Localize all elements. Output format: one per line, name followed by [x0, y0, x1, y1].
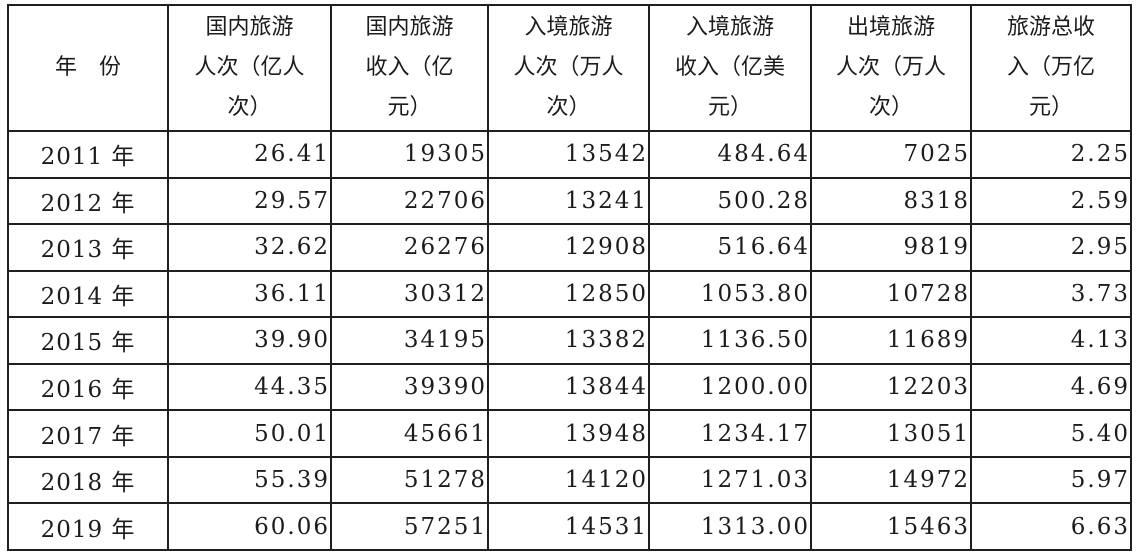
table-cell: 19305	[330, 130, 489, 179]
year-column-header: 年 份	[7, 4, 169, 132]
table-cell: 30312	[330, 269, 489, 319]
table-header-cell: 国内旅游 人次（亿人 次）	[167, 4, 332, 132]
table-cell: 1271.03	[648, 455, 812, 505]
table-cell: 55.39	[167, 455, 332, 505]
table-cell: 50.01	[167, 409, 332, 458]
table-cell: 22706	[330, 176, 489, 226]
table-cell: 15463	[810, 502, 972, 551]
table-row: 2012 年 29.57 22706 13241 500.28 8318 2.59	[7, 176, 1132, 226]
table-header-cell: 入境旅游 收入（亿美 元）	[648, 4, 812, 132]
table-row: 2015 年 39.90 34195 13382 1136.50 11689 4.13	[7, 316, 1132, 365]
table-cell: 5.40	[970, 409, 1132, 458]
table-header-cell: 出境旅游 人次（万人 次）	[810, 4, 972, 132]
table-cell: 32.62	[167, 223, 332, 272]
table-cell: 14120	[487, 455, 650, 505]
table-cell: 13844	[487, 362, 650, 412]
table-row: 2018 年 55.39 51278 14120 1271.03 14972 5.97	[7, 455, 1132, 505]
table-row: 2017 年 50.01 45661 13948 1234.17 13051 5.40	[7, 409, 1132, 458]
table-cell: 12908	[487, 223, 650, 272]
table-cell: 3.73	[970, 269, 1132, 319]
table-cell: 9819	[810, 223, 972, 272]
table-cell: 51278	[330, 455, 489, 505]
table-header-cell: 国内旅游 收入（亿 元）	[330, 4, 489, 132]
table-row: 2016 年 44.35 39390 13844 1200.00 12203 4.69	[7, 362, 1132, 412]
table-cell: 5.97	[970, 455, 1132, 505]
table-cell: 12203	[810, 362, 972, 412]
table-cell: 1136.50	[648, 316, 812, 365]
year-cell: 2016 年	[7, 362, 169, 412]
table-cell: 4.13	[970, 316, 1132, 365]
table-cell: 14531	[487, 502, 650, 551]
table-cell: 1234.17	[648, 409, 812, 458]
table-header-cell: 旅游总收 入（万亿 元）	[970, 4, 1132, 132]
table-cell: 2.95	[970, 223, 1132, 272]
table-header-cell: 入境旅游 人次（万人 次）	[487, 4, 650, 132]
table-row: 2019 年 60.06 57251 14531 1313.00 15463 6.63	[7, 502, 1132, 551]
table-cell: 7025	[810, 130, 972, 179]
table-cell: 1313.00	[648, 502, 812, 551]
table-row: 2014 年 36.11 30312 12850 1053.80 10728 3.73	[7, 269, 1132, 319]
table-cell: 13382	[487, 316, 650, 365]
table-cell: 8318	[810, 176, 972, 226]
table-cell: 1053.80	[648, 269, 812, 319]
table-cell: 2.25	[970, 130, 1132, 179]
table-cell: 14972	[810, 455, 972, 505]
table-cell: 45661	[330, 409, 489, 458]
table-body: 2011 年 26.41 19305 13542 484.64 7025 2.25 2012 …	[7, 130, 1132, 551]
year-cell: 2012 年	[7, 176, 169, 226]
table-cell: 13948	[487, 409, 650, 458]
table-cell: 13542	[487, 130, 650, 179]
tourism-statistics-table: 年 份国内旅游 人次（亿人 次） 国内旅游 收入（亿 元） 入境旅游 人次（万人 次…	[7, 4, 1132, 551]
year-cell: 2015 年	[7, 316, 169, 365]
table-cell: 13241	[487, 176, 650, 226]
table-cell: 6.63	[970, 502, 1132, 551]
table-cell: 26.41	[167, 130, 332, 179]
table-cell: 11689	[810, 316, 972, 365]
table-cell: 36.11	[167, 269, 332, 319]
table-header-row: 年 份国内旅游 人次（亿人 次） 国内旅游 收入（亿 元） 入境旅游 人次（万人 次…	[7, 4, 1132, 132]
year-cell: 2018 年	[7, 455, 169, 505]
table-cell: 29.57	[167, 176, 332, 226]
year-cell: 2017 年	[7, 409, 169, 458]
table-cell: 57251	[330, 502, 489, 551]
table-cell: 60.06	[167, 502, 332, 551]
year-cell: 2019 年	[7, 502, 169, 551]
table-cell: 10728	[810, 269, 972, 319]
table-row: 2011 年 26.41 19305 13542 484.64 7025 2.25	[7, 130, 1132, 179]
table-cell: 39390	[330, 362, 489, 412]
table-cell: 13051	[810, 409, 972, 458]
table-row: 2013 年 32.62 26276 12908 516.64 9819 2.95	[7, 223, 1132, 272]
table-cell: 484.64	[648, 130, 812, 179]
table-cell: 4.69	[970, 362, 1132, 412]
year-cell: 2013 年	[7, 223, 169, 272]
table-cell: 516.64	[648, 223, 812, 272]
table-cell: 2.59	[970, 176, 1132, 226]
year-cell: 2014 年	[7, 269, 169, 319]
table-cell: 1200.00	[648, 362, 812, 412]
year-cell: 2011 年	[7, 130, 169, 179]
table-cell: 500.28	[648, 176, 812, 226]
table-cell: 12850	[487, 269, 650, 319]
table-cell: 26276	[330, 223, 489, 272]
table-cell: 44.35	[167, 362, 332, 412]
table-cell: 39.90	[167, 316, 332, 365]
table-cell: 34195	[330, 316, 489, 365]
